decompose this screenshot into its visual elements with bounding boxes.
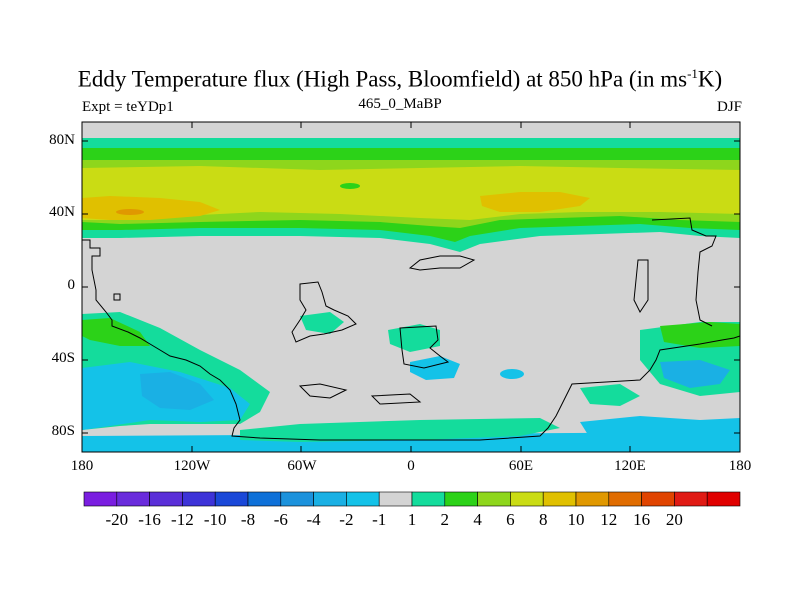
colorbar-swatch [641,491,675,507]
colorbar-label: -1 [372,510,387,529]
sh-neg-2-east [660,360,730,388]
colorbar-label: 6 [506,510,515,529]
lat-label-80n: 80N [49,132,75,148]
band-10-east [480,192,590,212]
sh-2-africa [580,384,640,406]
colorbar-label: -10 [203,510,227,529]
colorbar-label: 1 [407,510,417,529]
sh-neg-2-west [140,372,214,410]
run-label: 465_0_MaBP [358,96,442,112]
colorbar-label: -2 [339,510,354,529]
band-10-west [82,196,220,220]
colorbar-label: -16 [138,510,161,529]
map-field [82,122,740,452]
lon-label-60e: 60E [508,458,534,474]
colorbar-swatch [510,491,544,507]
colorbar-swatch [346,491,380,507]
colorbar-swatch [313,491,347,507]
colorbar-swatch [674,491,708,507]
colorbar-swatch [411,491,446,507]
coast-south-america [291,281,357,343]
colorbar-label: -4 [306,510,321,529]
lat-label-40s: 40S [51,350,75,366]
coast-asia [651,217,717,327]
lon-label-0: 0 [407,458,415,474]
lon-label-60w: 60W [287,458,317,474]
lon-label-180e: 180 [728,458,752,474]
colorbar-swatch [247,491,282,507]
plot-title: Eddy Temperature flux (High Pass, Bloomf… [77,66,723,92]
colorbar-swatch [280,491,314,507]
colorbar-swatch [214,491,249,507]
season-label: DJF [716,99,742,115]
lon-label-120w: 120W [173,458,211,474]
coast-antarctic-west [298,383,348,399]
sh-4-east [660,322,740,348]
colorbar-label: -6 [273,510,288,529]
colorbar-label: 4 [473,510,482,529]
coast-europe [408,255,476,271]
colorbar-label: 16 [633,510,651,529]
sh-2-mid [388,324,440,352]
colorbar-swatch [575,491,610,507]
coast-africa [399,325,450,369]
lon-label-180w: 180 [70,458,94,474]
colorbar-swatch [608,491,642,507]
max-12-cell [116,209,144,215]
colorbar-swatch [182,491,216,507]
axis-ticks [82,122,740,452]
colorbar-swatch [149,491,183,507]
coast-india [633,259,649,313]
lon-label-120e: 120E [614,458,646,474]
colorbar-label: -12 [171,510,194,529]
colorbar-label: -8 [240,510,256,529]
colorbar-swatch [83,491,118,507]
colorbar-label: -20 [105,510,129,529]
sh-neg-1-cell [500,369,524,379]
colorbar-swatch [116,491,150,507]
lat-label-0: 0 [67,277,76,293]
coastlines [82,217,740,441]
coast-antarctic-east [113,293,121,301]
colorbar-swatch [706,491,741,507]
coast-north-america [82,239,740,441]
sh-neg-1-east-polar [580,416,740,440]
lat-label-40n: 40N [49,204,75,220]
lat-label-80s: 80S [51,423,75,439]
colorbar-swatch [444,491,478,507]
coast-antarctic-mid [370,393,422,405]
colorbar [83,491,741,507]
colorbar-label: 2 [440,510,450,529]
colorbar-swatch [477,491,511,507]
colorbar-label: 20 [665,510,683,529]
colorbar-label: 8 [538,510,548,529]
sh-2-polar [240,418,560,442]
sh-2-south-am [300,312,344,334]
colorbar-swatch [378,491,413,507]
experiment-label: Expt = teYDp1 [82,99,174,115]
small-4-cell [340,183,360,189]
sh-4-west [82,318,150,346]
colorbar-label: 10 [567,510,585,529]
colorbar-label: 12 [600,510,618,529]
colorbar-swatch [542,491,577,507]
